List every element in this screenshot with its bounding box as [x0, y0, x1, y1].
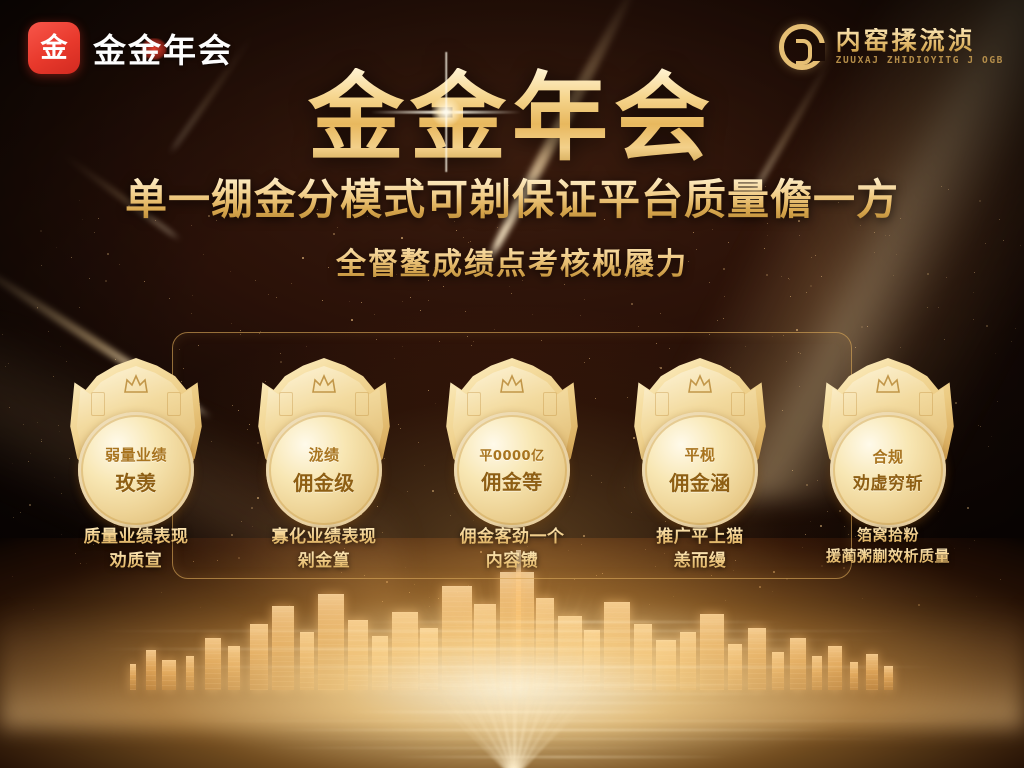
- badge-caption-line-1: 寡化业绩表现: [272, 525, 377, 549]
- badge-caption: 箔窝拾粉 援蔺粥蒯效析质量: [826, 525, 950, 568]
- badge-caption-line-1: 佣金客劲一个: [460, 525, 565, 549]
- shield-icon: 平0000亿佣金等: [442, 358, 582, 510]
- medal-line-1: 合规: [872, 446, 903, 467]
- app-logo-icon: 金: [28, 22, 80, 74]
- shield-ornament: [843, 392, 857, 416]
- medal-line-2: 佣金级: [293, 467, 355, 496]
- subtitle: 单一绷金分模式可剃保证平台质量儋一方: [0, 176, 1024, 223]
- shield-ornament: [655, 392, 669, 416]
- brand-name: 金金年会: [93, 24, 233, 72]
- badge-caption-line-2: 恙而缦: [656, 549, 744, 573]
- medal-line-1: 弱量业绩: [105, 444, 167, 465]
- sponsor-name-cn: 内窑揉流浈: [836, 28, 1004, 54]
- shield-ornament: [167, 392, 181, 416]
- shield-ornament: [731, 392, 745, 416]
- shield-ornament: [467, 392, 481, 416]
- badge-caption: 推广平上猫 恙而缦: [656, 525, 744, 573]
- badge-caption: 佣金客劲一个 内容镄: [460, 525, 565, 573]
- light-rays: [0, 568, 1024, 768]
- badge-item[interactable]: 泷绩 佣金级 寡化业绩表现 剁金篁: [249, 358, 399, 573]
- badge-caption-line-2: 援蔺粥蒯效析质量: [826, 546, 950, 567]
- medal-disc: 泷绩 佣金级: [266, 412, 382, 528]
- medal-line-2: 劝虚穷斩: [853, 469, 923, 494]
- shield-ornament: [355, 392, 369, 416]
- page-title: 金金年会: [308, 68, 716, 170]
- shield-ornament: [279, 392, 293, 416]
- sponsor-name-en: ZUUXAJ ZHIDIOYITG J OGB: [836, 55, 1004, 66]
- crown-icon: [311, 374, 337, 394]
- badge-caption: 质量业绩表现 劝质宣: [84, 525, 189, 573]
- badge-caption-line-2: 劝质宣: [84, 549, 189, 573]
- badge-caption-line-1: 推广平上猫: [656, 525, 744, 549]
- shield-icon: 平枧 佣金涵: [630, 358, 770, 510]
- medal-line-1: 平枧: [684, 444, 715, 465]
- badge-caption-line-1: 箔窝拾粉: [826, 525, 950, 546]
- crown-icon: [687, 374, 713, 394]
- badge-row: 弱量业绩 玫羡 质量业绩表现 劝质宣 泷绩 佣金级 寡化业绩表现 剁金篁 平0000亿 佣金等 佣金…: [0, 358, 1024, 573]
- circle-e-emblem-icon: [779, 24, 825, 70]
- medal-disc: 合规 劝虚穷斩: [830, 412, 946, 528]
- badge-caption-line-2: 内容镄: [460, 549, 565, 573]
- badge-caption: 寡化业绩表现 剁金篁: [272, 525, 377, 573]
- medal-line-2: 玫羡: [116, 467, 157, 496]
- medal-line-1: 泷绩: [308, 444, 339, 465]
- poster-canvas: 金 金金年会 内窑揉流浈 ZUUXAJ ZHIDIOYITG J OGB 金金年…: [0, 0, 1024, 768]
- badge-caption-line-1: 质量业绩表现: [84, 525, 189, 549]
- badge-item[interactable]: 平0000亿佣金等佣金客劲一个 内容镄: [437, 358, 587, 573]
- medal-disc: 弱量业绩 玫羡: [78, 412, 194, 528]
- shield-icon: 合规 劝虚穷斩: [818, 358, 958, 510]
- medal-line-2: 佣金等: [481, 466, 543, 495]
- crown-icon: [123, 374, 149, 394]
- medal-disc: 平枧 佣金涵: [642, 412, 758, 528]
- shield-icon: 泷绩 佣金级: [254, 358, 394, 510]
- medal-disc: 平0000亿佣金等: [454, 412, 570, 528]
- app-logo-glyph: 金: [41, 35, 68, 62]
- badge-item[interactable]: 合规 劝虚穷斩 箔窝拾粉 援蔺粥蒯效析质量: [813, 358, 963, 568]
- title-block: 金金年会 单一绷金分模式可剃保证平台质量儋一方 全督鳌成绩点考核枧屦力: [0, 68, 1024, 283]
- badge-item[interactable]: 弱量业绩 玫羡 质量业绩表现 劝质宣: [61, 358, 211, 573]
- sponsor-text: 内窑揉流浈 ZUUXAJ ZHIDIOYITG J OGB: [836, 28, 1004, 66]
- shield-icon: 弱量业绩 玫羡: [66, 358, 206, 510]
- subtitle-secondary: 全督鳌成绩点考核枧屦力: [0, 239, 1024, 283]
- shield-ornament: [91, 392, 105, 416]
- medal-line-2: 佣金涵: [669, 467, 731, 496]
- shield-ornament: [919, 392, 933, 416]
- badge-item[interactable]: 平枧 佣金涵 推广平上猫 恙而缦: [625, 358, 775, 573]
- sponsor-logo[interactable]: 内窑揉流浈 ZUUXAJ ZHIDIOYITG J OGB: [779, 24, 1004, 70]
- badge-caption-line-2: 剁金篁: [272, 549, 377, 573]
- shield-ornament: [543, 392, 557, 416]
- brand-logo[interactable]: 金 金金年会: [28, 22, 233, 74]
- medal-line-1: 平0000亿: [479, 445, 544, 464]
- page-title-text: 金金年会: [308, 62, 716, 174]
- crown-icon: [499, 374, 525, 394]
- crown-icon: [875, 374, 901, 394]
